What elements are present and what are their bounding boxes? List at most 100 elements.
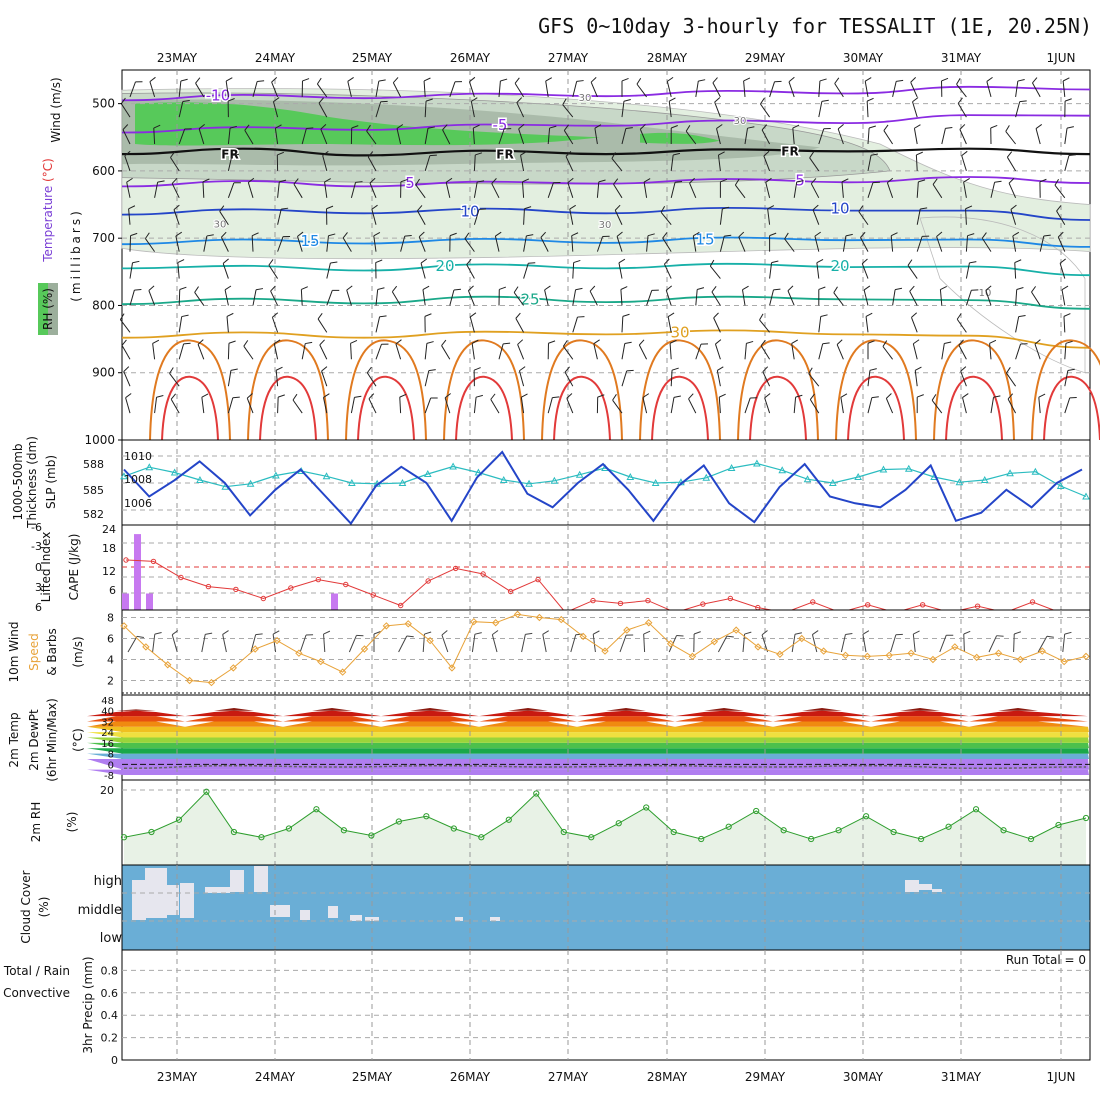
wind-barb (547, 128, 551, 145)
wind-barb-flag (522, 178, 530, 183)
isotherm-line (121, 114, 1091, 134)
wind-barb-flag (621, 77, 629, 82)
wind-barb (471, 343, 475, 360)
wind-barb-flag (718, 151, 725, 156)
wind-barb (572, 289, 577, 306)
wind-barb-flag (227, 98, 235, 102)
rh-shading-green (135, 102, 600, 146)
rh2m-point (808, 835, 815, 843)
wind-barb (621, 370, 628, 387)
temperature-band (87, 708, 1089, 711)
wind-barb-flag (792, 124, 800, 129)
wind-barb (252, 81, 258, 98)
wind-speed-marker (1038, 647, 1046, 655)
wind-barb-flag (713, 312, 719, 319)
wind-barb (761, 129, 771, 145)
wind-speed-marker (382, 622, 391, 630)
wind-barb (152, 343, 156, 360)
wind-barb-flag (822, 342, 830, 345)
wind-speed-marker (338, 668, 347, 676)
wind-barb-flag (368, 393, 375, 400)
wind-barb (197, 344, 205, 360)
cloud-cover-panel: high middle low (78, 864, 1091, 951)
wind-barb (1014, 262, 1017, 279)
wind-barb-flag (453, 288, 461, 291)
wind-barb (890, 235, 894, 252)
wind-barb-flag (1067, 368, 1075, 371)
wind-barb (788, 81, 795, 98)
wind10m-barb-flag (272, 630, 280, 635)
cape-bar (331, 593, 338, 610)
wind-barb (818, 316, 822, 333)
wind-barb (818, 101, 823, 118)
wind-barb (572, 262, 575, 279)
wind-barb (473, 154, 476, 171)
wind-barb-flag (623, 99, 631, 102)
wind-barb (912, 101, 918, 118)
wind-barb (833, 292, 844, 306)
thickness-line (123, 462, 1087, 498)
wind-barb (621, 128, 627, 145)
wind10m-axis: 8 6 4 2 (107, 612, 114, 688)
wind-barb (931, 400, 943, 414)
temperature-band (87, 710, 1089, 717)
bottom-date-axis: 23MAY 24MAY 25MAY 26MAY 27MAY 28MAY 29MAY 30MAY… (157, 1070, 1076, 1084)
wind-barb (963, 181, 967, 198)
wind-barb-flag (156, 395, 164, 398)
lifted-index-point (452, 565, 459, 572)
cloud-gap (145, 868, 167, 918)
isotherm-line (121, 176, 1091, 188)
wind10m-barb (912, 634, 916, 653)
wind-barb-flag (956, 78, 961, 85)
label-convective: Convective (3, 986, 70, 1000)
rh2m-panel: 20 (100, 779, 1091, 866)
wind-barb-flag (1056, 205, 1062, 212)
wind-barb (120, 103, 131, 118)
pressure-tick-label: 500 (92, 97, 115, 111)
wind-speed-marker (185, 676, 194, 685)
wind-barb (670, 154, 674, 171)
wind-barb-flag (734, 178, 740, 186)
wind-barb-flag (153, 124, 161, 129)
rh2m-point (945, 823, 952, 830)
wind-speed-marker (229, 664, 238, 672)
wind-barb-flag (761, 124, 768, 131)
wind-barb-flag (1016, 286, 1024, 290)
temp-tick-label: -8 (104, 771, 114, 782)
wind-barb (297, 236, 303, 252)
rh-contour-label: 30 (599, 220, 612, 231)
wind-barb-flag (665, 285, 673, 291)
wind-barb (916, 236, 923, 252)
wind-barb (1056, 210, 1066, 225)
wind-barb (371, 209, 377, 225)
thickness-marker (499, 475, 508, 483)
thickness-marker (778, 466, 787, 474)
wind-barb (300, 289, 303, 306)
wind-barb-flag (226, 312, 234, 317)
wind-barb-flag (836, 339, 843, 345)
wind-speed-marker (579, 632, 587, 641)
wind-barb (716, 128, 721, 145)
wind-barb-flag (120, 97, 126, 104)
wind-barb-flag (693, 231, 700, 237)
wind-barb-flag (967, 233, 975, 237)
wind10m-barbs (127, 630, 1072, 653)
rh2m-point (258, 834, 265, 841)
wind-barb (912, 343, 918, 360)
wind-barb-flag (181, 314, 189, 318)
cloud-gap (490, 917, 500, 921)
wind10m-barb (592, 634, 596, 653)
wind-barb (914, 370, 918, 387)
chart-title: GFS 0~10day 3-hourly for TESSALIT (1E, 2… (538, 14, 1092, 38)
isotherm-loop-35 (247, 339, 329, 441)
wind-tick-label: 6 (107, 633, 114, 646)
wind10m-barb-flag (812, 630, 819, 635)
isotherm-label: 20 (435, 257, 454, 275)
wind-barb (941, 128, 946, 145)
wind10m-barb-flag (525, 632, 533, 635)
wind-barb-flag (989, 339, 997, 344)
wind-barb (227, 155, 233, 172)
wind-barb (317, 318, 328, 333)
wind10m-barb-flag (592, 630, 600, 635)
